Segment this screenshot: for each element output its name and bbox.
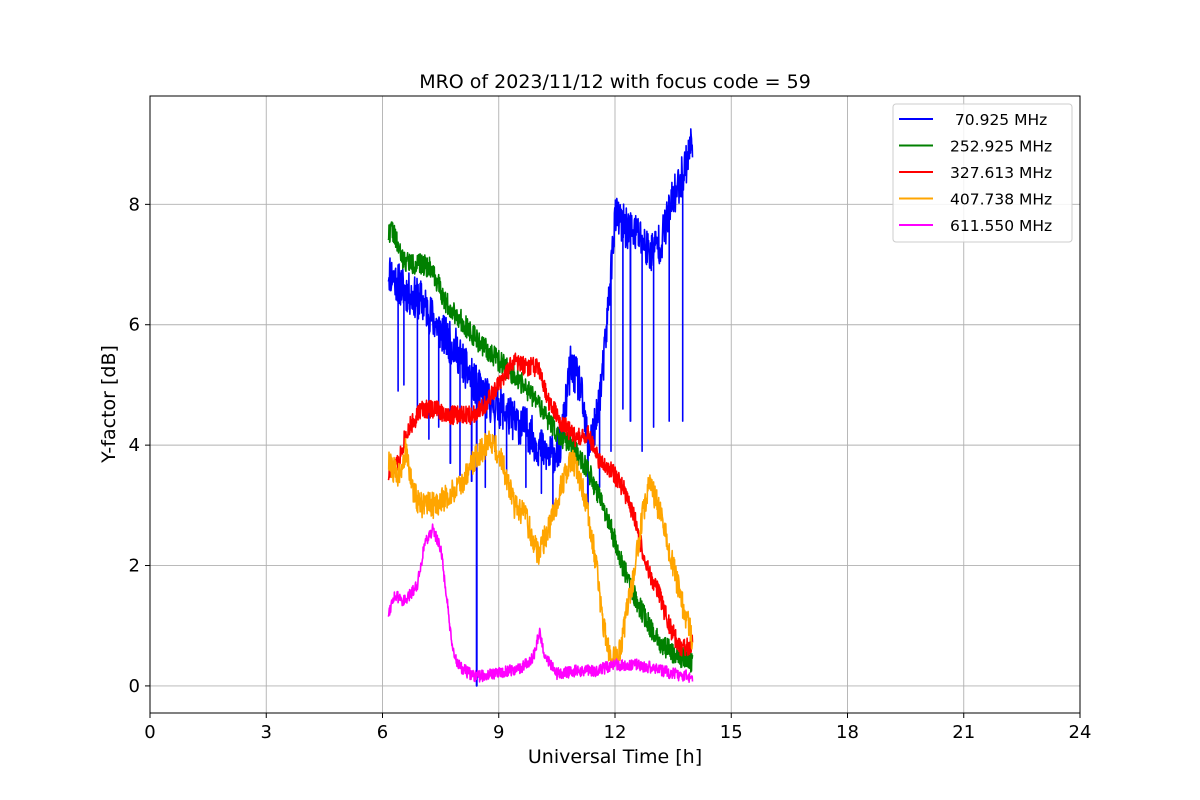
y-tick-label: 4 (129, 435, 140, 456)
series-line-5 (387, 523, 694, 683)
x-tick-label: 18 (836, 722, 859, 743)
y-tick-label: 2 (129, 556, 140, 577)
x-tick-label: 9 (493, 722, 504, 743)
chart-title: MRO of 2023/11/12 with focus code = 59 (419, 71, 811, 93)
x-tick-label: 15 (720, 722, 743, 743)
series-line-4 (387, 430, 694, 669)
x-axis-label: Universal Time [h] (528, 746, 702, 768)
x-tick-label: 6 (377, 722, 388, 743)
x-tick-label: 21 (952, 722, 975, 743)
series-line-1 (387, 128, 694, 687)
y-axis-label: Y-factor [dB] (98, 345, 120, 464)
legend-label: 70.925 MHz (950, 111, 1047, 129)
y-tick-label: 6 (129, 315, 140, 336)
x-tick-label: 0 (144, 722, 155, 743)
legend: 70.925 MHz 252.925 MHz 327.613 MHz 407.738 … (892, 103, 1073, 243)
y-tick-label: 8 (129, 194, 140, 215)
x-tick-label: 24 (1069, 722, 1092, 743)
legend-label: 611.550 MHz (950, 217, 1052, 235)
legend-box (892, 103, 1073, 243)
y-tick-label: 0 (129, 676, 140, 697)
x-tick-label: 12 (604, 722, 627, 743)
legend-label: 327.613 MHz (950, 164, 1052, 182)
series-lines (387, 128, 694, 687)
legend-label: 252.925 MHz (950, 138, 1052, 156)
series-line-2 (387, 221, 694, 673)
series-line-3 (387, 352, 694, 657)
x-tick-label: 3 (261, 722, 272, 743)
legend-label: 407.738 MHz (950, 191, 1052, 209)
legend-items: 70.925 MHz 252.925 MHz 327.613 MHz 407.738 … (899, 111, 1052, 235)
